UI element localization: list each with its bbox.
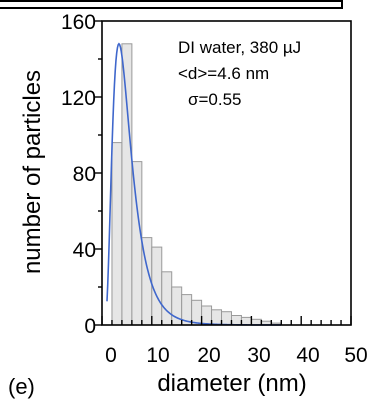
histogram-bar-6 (161, 271, 173, 326)
panel-label: (e) (8, 374, 35, 399)
x-tick-label-10: 10 (146, 344, 169, 367)
histogram-bar-14 (240, 316, 252, 326)
y-tick-label-160: 160 (61, 11, 96, 34)
axis-ticks (95, 20, 352, 326)
histogram-bar-12 (221, 311, 232, 326)
histogram-bars (111, 43, 282, 326)
y-tick-label-120: 120 (61, 87, 96, 110)
y-axis-title: number of particles (19, 70, 46, 274)
x-tick-label-50: 50 (344, 344, 367, 367)
histogram-bar-3 (131, 161, 143, 326)
x-tick-label-0: 0 (105, 344, 117, 367)
x-tick-label-30: 30 (247, 344, 270, 367)
histogram-bar-13 (230, 315, 242, 326)
x-tick-label-40: 40 (296, 344, 319, 367)
annotation-mean-diameter: <d>=4.6 nm (178, 64, 269, 83)
y-tick-label-40: 40 (73, 239, 96, 262)
histogram-bar-2 (121, 43, 133, 326)
annotation-sample: DI water, 380 µJ (178, 38, 301, 57)
x-tick-label-20: 20 (197, 344, 220, 367)
y-tick-label-0: 0 (84, 315, 96, 338)
histogram-bar-11 (211, 309, 223, 326)
x-axis-title: diameter (nm) (157, 370, 306, 397)
histogram-bar-1 (111, 142, 123, 326)
top-frame-fragment (0, 0, 343, 9)
histogram-bar-10 (201, 305, 213, 326)
annotation-sigma: σ=0.55 (188, 90, 242, 109)
histogram-bar-9 (191, 299, 203, 326)
y-tick-label-80: 80 (73, 163, 96, 186)
